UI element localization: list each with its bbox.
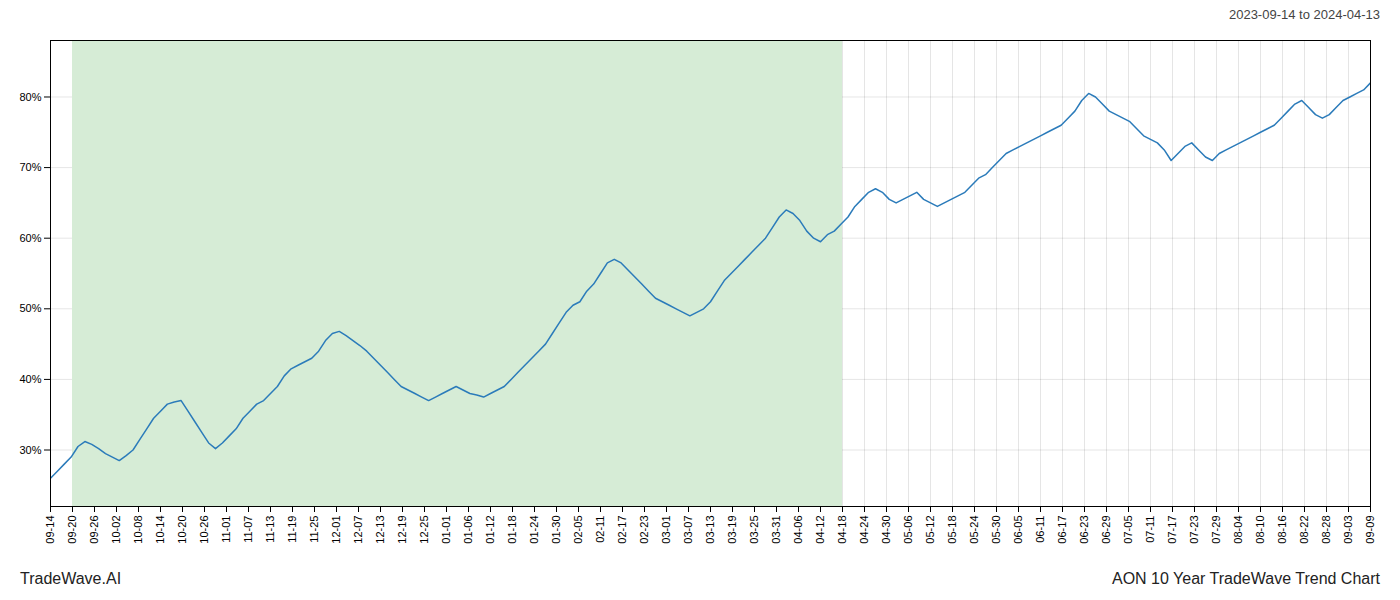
svg-text:08-22: 08-22: [1298, 516, 1310, 544]
svg-text:11-07: 11-07: [242, 516, 254, 543]
svg-text:04-18: 04-18: [836, 516, 848, 544]
svg-text:10-02: 10-02: [110, 516, 122, 544]
svg-text:70%: 70%: [19, 161, 41, 173]
svg-text:11-13: 11-13: [264, 516, 276, 543]
html-text:AON 10 Year TradeWave Trend Ch: AON 10 Year TradeWave Trend Chart: [1112, 570, 1380, 587]
svg-text:01-18: 01-18: [506, 516, 518, 544]
svg-text:06-17: 06-17: [1056, 516, 1068, 544]
svg-text:12-07: 12-07: [352, 516, 364, 544]
svg-text:08-16: 08-16: [1276, 516, 1288, 544]
svg-text:01-30: 01-30: [550, 516, 562, 544]
svg-text:10-08: 10-08: [132, 516, 144, 544]
svg-text:02-23: 02-23: [638, 516, 650, 544]
svg-text:40%: 40%: [19, 373, 41, 385]
svg-text:12-25: 12-25: [418, 516, 430, 544]
svg-text:05-06: 05-06: [902, 516, 914, 544]
svg-text:12-01: 12-01: [330, 516, 342, 544]
svg-text:05-12: 05-12: [924, 516, 936, 544]
svg-text:04-06: 04-06: [792, 516, 804, 544]
svg-text:09-14: 09-14: [44, 516, 56, 544]
svg-text:09-26: 09-26: [88, 516, 100, 544]
svg-text:02-11: 02-11: [594, 516, 606, 543]
svg-text:07-23: 07-23: [1188, 516, 1200, 544]
svg-text:03-19: 03-19: [726, 516, 738, 544]
html-text:2023-09-14 to 2024-04-13: 2023-09-14 to 2024-04-13: [1228, 6, 1380, 22]
svg-text:06-29: 06-29: [1100, 516, 1112, 544]
svg-text:09-03: 09-03: [1342, 516, 1354, 544]
svg-text:01-06: 01-06: [462, 516, 474, 544]
svg-text:01-01: 01-01: [440, 516, 452, 544]
svg-text:06-23: 06-23: [1078, 516, 1090, 544]
svg-text:09-09: 09-09: [1364, 516, 1376, 544]
svg-text:11-25: 11-25: [308, 516, 320, 543]
svg-text:03-31: 03-31: [770, 516, 782, 544]
svg-text:07-29: 07-29: [1210, 516, 1222, 544]
svg-text:04-30: 04-30: [880, 516, 892, 544]
svg-text:06-05: 06-05: [1012, 516, 1024, 544]
svg-text:04-12: 04-12: [814, 516, 826, 544]
svg-text:05-24: 05-24: [968, 516, 980, 544]
svg-text:02-05: 02-05: [572, 516, 584, 544]
svg-text:10-26: 10-26: [198, 516, 210, 544]
svg-text:06-11: 06-11: [1034, 516, 1046, 543]
svg-text:05-30: 05-30: [990, 516, 1002, 544]
svg-text:11-19: 11-19: [286, 516, 298, 543]
svg-text:12-19: 12-19: [396, 516, 408, 544]
svg-text:03-01: 03-01: [660, 516, 672, 544]
svg-text:01-24: 01-24: [528, 516, 540, 544]
svg-text:60%: 60%: [19, 232, 41, 244]
svg-text:11-01: 11-01: [220, 516, 232, 543]
svg-text:07-17: 07-17: [1166, 516, 1178, 544]
svg-text:10-14: 10-14: [154, 516, 166, 544]
svg-text:08-04: 08-04: [1232, 516, 1244, 544]
svg-text:07-05: 07-05: [1122, 516, 1134, 544]
svg-text:80%: 80%: [19, 91, 41, 103]
svg-text:03-25: 03-25: [748, 516, 760, 544]
svg-text:08-10: 08-10: [1254, 516, 1266, 544]
svg-text:03-07: 03-07: [682, 516, 694, 544]
svg-text:07-11: 07-11: [1144, 516, 1156, 543]
svg-text:08-28: 08-28: [1320, 516, 1332, 544]
svg-text:50%: 50%: [19, 302, 41, 314]
svg-text:09-20: 09-20: [66, 516, 78, 544]
svg-text:10-20: 10-20: [176, 516, 188, 544]
svg-text:03-13: 03-13: [704, 516, 716, 544]
svg-text:04-24: 04-24: [858, 516, 870, 544]
svg-text:05-18: 05-18: [946, 516, 958, 544]
svg-text:01-12: 01-12: [484, 516, 496, 544]
svg-text:02-17: 02-17: [616, 516, 628, 544]
svg-text:12-13: 12-13: [374, 516, 386, 544]
html-text:TradeWave.AI: TradeWave.AI: [20, 570, 122, 587]
svg-text:30%: 30%: [19, 444, 41, 456]
